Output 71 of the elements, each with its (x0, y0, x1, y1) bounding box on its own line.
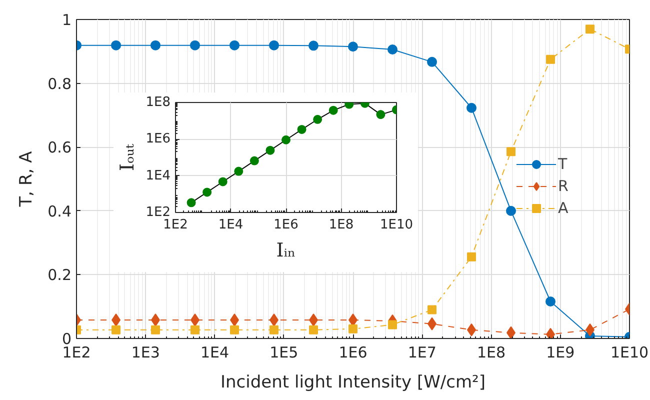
point (546, 296, 556, 306)
point (388, 44, 398, 54)
x-tick-label: 1E4 (200, 344, 230, 362)
point (466, 102, 476, 113)
x-tick-label: 1E8 (476, 344, 506, 362)
point (270, 325, 278, 334)
point (230, 325, 239, 334)
point (230, 40, 240, 50)
point (218, 177, 228, 186)
point (308, 40, 318, 51)
x-tick-label: 1E8 (328, 218, 354, 232)
point (269, 40, 279, 50)
point (150, 314, 160, 326)
point (250, 156, 259, 166)
y-tick-label: 1E2 (146, 205, 171, 220)
point (150, 325, 160, 334)
point (376, 110, 386, 120)
point (297, 124, 306, 134)
x-tick-label: 1E6 (338, 344, 368, 362)
point (506, 147, 516, 156)
x-tick-label: 1E9 (546, 344, 575, 362)
legend-label: R (558, 177, 570, 195)
point (506, 206, 516, 216)
point (266, 146, 275, 155)
x-tick-label: 1E10 (610, 344, 649, 362)
point (506, 326, 516, 338)
x-tick-label: 1E10 (380, 218, 414, 232)
point (467, 252, 476, 262)
y-tick-label: 1 (62, 11, 72, 29)
legend-label: T (558, 155, 568, 173)
y-tick-label: 0.8 (48, 74, 72, 93)
x-axis-title: Iᵢₙ (276, 240, 296, 262)
y-tick-label: 1E8 (146, 95, 171, 110)
point (313, 114, 322, 124)
point (150, 40, 160, 50)
y-tick-label: 1E4 (146, 168, 171, 184)
point (282, 135, 290, 144)
point (190, 314, 200, 326)
point (427, 56, 437, 67)
x-tick-label: 1E7 (408, 344, 436, 362)
legend-label: A (558, 199, 570, 217)
point (112, 314, 121, 326)
y-axis-title: Iₒᵤₜ (116, 144, 139, 172)
y-tick-label: 1E6 (146, 132, 171, 147)
point (328, 106, 338, 115)
point (112, 325, 121, 334)
point (202, 188, 212, 197)
point (309, 325, 318, 334)
point (234, 166, 244, 176)
point (388, 320, 397, 330)
point (111, 40, 122, 50)
x-tick-label: 1E2 (163, 218, 188, 232)
y-tick-label: 0.6 (48, 138, 72, 157)
x-tick-label: 1E6 (274, 218, 298, 232)
y-tick-label: 0.4 (48, 202, 72, 220)
point (546, 328, 555, 338)
point (190, 325, 200, 334)
point (190, 40, 200, 50)
y-tick-label: 0 (62, 330, 72, 348)
point (186, 198, 196, 208)
y-axis-title: T, R, A (16, 150, 37, 208)
x-axis-title: Incident light Intensity [W/cm²] (220, 372, 486, 392)
y-tick-label: 0.2 (48, 266, 72, 284)
point (348, 42, 358, 52)
x-tick-label: 1E4 (218, 218, 244, 232)
x-tick-label: 1E3 (131, 344, 160, 362)
point (348, 324, 358, 334)
point (586, 24, 594, 34)
x-tick-label: 1E5 (270, 344, 298, 362)
point (428, 305, 436, 314)
point (546, 54, 555, 64)
